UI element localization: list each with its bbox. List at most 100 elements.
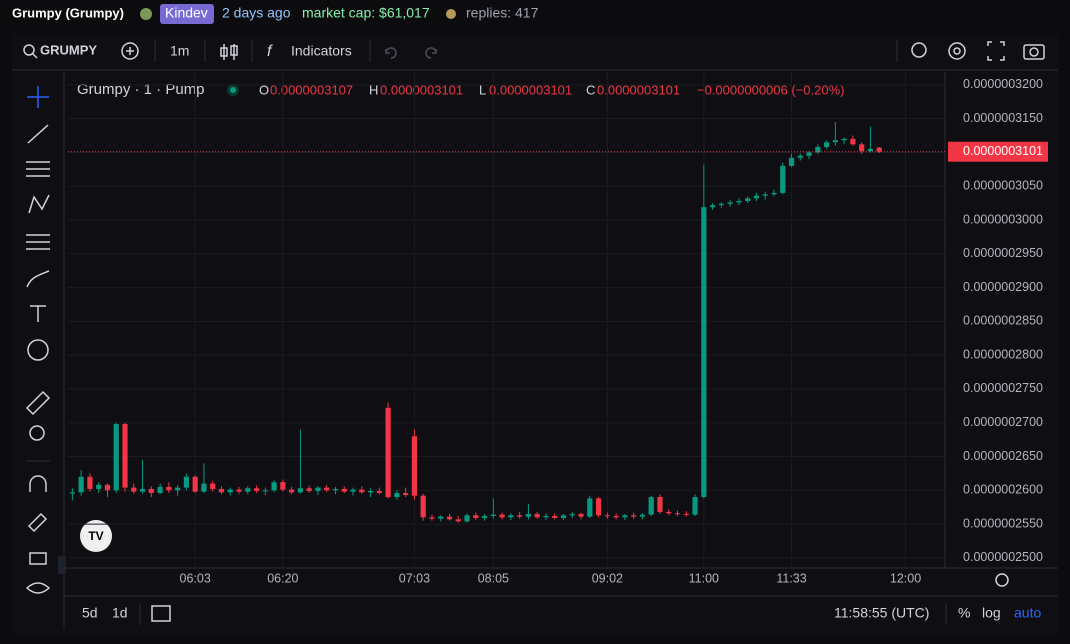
candle-body	[736, 201, 742, 203]
candle-body	[578, 513, 584, 517]
collapse-toggle[interactable]	[58, 556, 66, 574]
candle-body	[552, 515, 558, 518]
visibility-tool[interactable]	[25, 582, 51, 594]
pattern-tool[interactable]	[28, 194, 50, 214]
y-tick-label: 0.0000002900	[963, 280, 1043, 294]
y-tick-label: 0.0000002750	[963, 381, 1043, 395]
screenshot[interactable]	[1023, 44, 1045, 60]
candle-body	[262, 490, 268, 492]
range-button[interactable]: 5d	[82, 605, 98, 621]
y-tick-label: 0.0000003150	[963, 111, 1043, 125]
x-tick-label: 06:03	[180, 571, 211, 585]
settings[interactable]	[948, 42, 966, 60]
candle-body	[745, 198, 751, 202]
add-symbol	[126, 47, 134, 55]
last-price-label: 0.0000003101	[963, 144, 1043, 158]
brush-tool[interactable]	[26, 270, 50, 288]
lock-drawing[interactable]	[27, 512, 48, 533]
y-tick-label: 0.0000003200	[963, 77, 1043, 91]
candle-body	[157, 486, 163, 493]
candle-body	[175, 487, 181, 491]
candle-body	[622, 515, 628, 518]
candle-body	[797, 155, 803, 158]
auto-toggle[interactable]: auto	[1014, 605, 1041, 621]
candle-body	[560, 515, 567, 518]
legend-value: 0.0000003101	[380, 82, 463, 97]
range-button[interactable]: 1d	[112, 605, 128, 621]
candle-body	[96, 484, 102, 489]
y-tick-label: 0.0000002800	[963, 347, 1043, 361]
y-tick-label: 0.0000002950	[963, 246, 1043, 260]
legend-value: 0.0000003101	[597, 82, 680, 97]
add-symbol[interactable]	[121, 42, 139, 60]
candle-body	[455, 519, 461, 522]
candle-body	[446, 516, 453, 520]
candle-body	[297, 488, 304, 493]
chart-type	[220, 47, 228, 57]
creator[interactable]: Kindev	[165, 5, 208, 21]
chart-type	[230, 45, 238, 56]
candle-body	[315, 487, 321, 491]
y-tick-label: 0.0000002650	[963, 449, 1043, 463]
emoji-tool[interactable]	[27, 339, 49, 361]
candle-body	[367, 490, 374, 493]
candle-body	[701, 207, 707, 498]
fib-tool[interactable]	[26, 161, 50, 177]
zoom-tool[interactable]	[29, 425, 45, 441]
candle-body	[78, 476, 84, 493]
percent-toggle[interactable]: %	[958, 605, 970, 621]
candle-body	[385, 407, 391, 498]
redo[interactable]	[425, 47, 437, 59]
lock-tool[interactable]	[29, 552, 47, 565]
log-toggle[interactable]: log	[982, 605, 1001, 621]
line-tool[interactable]	[27, 124, 49, 144]
crosshair-tool[interactable]	[27, 86, 49, 108]
axis-settings[interactable]	[995, 573, 1009, 587]
ruler-tool[interactable]	[25, 390, 51, 416]
candle-body	[122, 424, 128, 488]
candle-body	[639, 514, 646, 517]
candle-body	[850, 138, 856, 145]
candle-body	[780, 165, 786, 193]
replies-icon	[446, 9, 456, 19]
tv-logo	[80, 520, 112, 552]
y-tick-label: 0.0000002600	[963, 483, 1043, 497]
candle-body	[867, 149, 874, 152]
creator-avatar	[140, 8, 152, 20]
legend-title: Grumpy · 1 · Pump	[77, 81, 205, 98]
candle-body	[657, 497, 663, 512]
candle-body	[341, 488, 347, 492]
forecast-tool[interactable]	[26, 234, 50, 250]
token-name: Grumpy (Grumpy)	[12, 5, 124, 20]
undo[interactable]	[385, 47, 397, 59]
interval[interactable]: 1m	[170, 43, 189, 59]
candle-body	[481, 515, 488, 518]
candle-body	[104, 484, 111, 491]
candle-body	[192, 476, 198, 492]
search-icon[interactable]	[23, 44, 35, 56]
candle-body	[306, 488, 312, 491]
candle-body	[271, 482, 277, 491]
clock: 11:58:55 (UTC)	[834, 605, 929, 621]
candle-body	[359, 489, 365, 493]
creator-badge[interactable]	[160, 4, 214, 24]
x-tick-label: 12:00	[890, 571, 921, 585]
x-tick-label: 11:33	[776, 571, 806, 585]
y-tick-label: 0.0000002550	[963, 516, 1043, 530]
candle-body	[762, 194, 768, 196]
magnet-tool[interactable]	[29, 475, 47, 492]
text-tool[interactable]	[30, 305, 46, 322]
indicators-icon[interactable]: f	[267, 43, 273, 60]
fullscreen[interactable]	[987, 41, 1005, 61]
candle-body	[517, 515, 523, 517]
x-tick-label: 07:03	[399, 571, 430, 585]
candle-body	[692, 497, 698, 515]
alert[interactable]	[911, 42, 927, 58]
candle-body	[280, 482, 286, 490]
candle-body	[438, 516, 444, 519]
symbol[interactable]: GRUMPY	[40, 42, 97, 57]
goto-date[interactable]	[151, 605, 171, 622]
indicators[interactable]: Indicators	[291, 43, 352, 59]
candle-body	[631, 515, 637, 517]
